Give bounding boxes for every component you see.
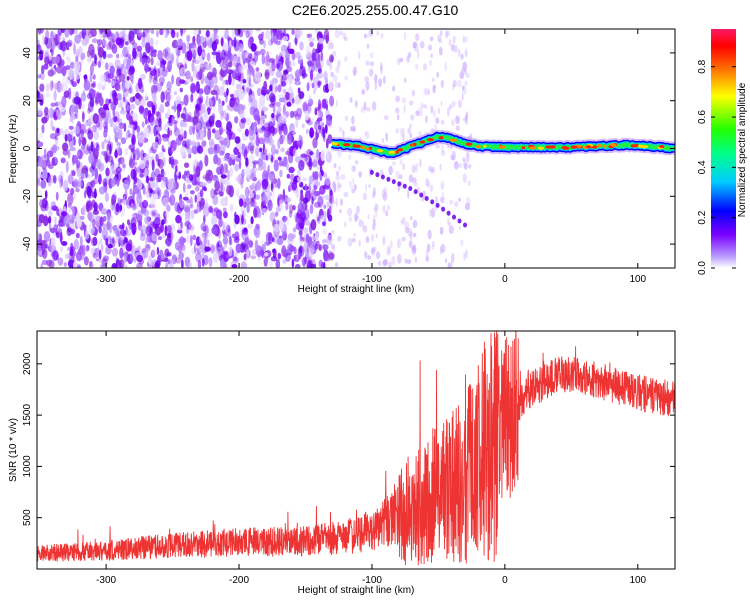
spectrogram-xtick-label: -300: [96, 274, 116, 285]
snr-panel: -300 -200 -100 0 100 500 1000 1500 2000 Height o…: [8, 330, 676, 596]
colorbar-tick-label: 0.2: [697, 210, 708, 224]
colorbar-ticks: 0.0 0.2 0.4 0.6 0.8: [697, 59, 736, 275]
colorbar: 0.0 0.2 0.4 0.6 0.8 Normalized spectral ampl…: [697, 29, 748, 275]
spectrogram-image: [37, 29, 675, 268]
spectrogram-ytick-label: 20: [22, 95, 33, 107]
snr-xtick-label: -200: [229, 575, 249, 586]
spectrogram-xtick-label: -100: [362, 274, 382, 285]
spectrogram-xtick-label: -200: [229, 274, 249, 285]
spectrogram-xtick-label: 0: [502, 274, 508, 285]
colorbar-tick-label: 0.4: [697, 160, 708, 174]
snr-frame: [36, 330, 676, 570]
spectrogram-ytick-label: -20: [22, 189, 33, 204]
colorbar-gradient: [711, 29, 736, 268]
snr-axes: -300 -200 -100 0 100 500 1000 1500 2000: [22, 331, 675, 586]
snr-ylabel: SNR (10 * v/v): [8, 418, 19, 482]
spectrogram-ylabel: Frequency (Hz): [8, 115, 19, 184]
spectrogram-xlabel: Height of straight line (km): [298, 284, 415, 295]
colorbar-label: Normalized spectral amplitude: [737, 82, 748, 217]
snr-xtick-label: 100: [629, 575, 646, 586]
snr-plot-area: [37, 331, 675, 566]
snr-xtick-label: -100: [362, 575, 382, 586]
spectrogram-xtick-label: 100: [629, 274, 646, 285]
colorbar-tick-label: 0.8: [697, 59, 708, 73]
colorbar-tick-label: 0.6: [697, 110, 708, 124]
spectrogram-ytick-label: 40: [22, 47, 33, 59]
snr-ytick-label: 1500: [22, 404, 33, 427]
snr-xtick-label: 0: [502, 575, 508, 586]
snr-xlabel: Height of straight line (km): [298, 585, 415, 596]
figure-title: C2E6.2025.255.00.47.G10: [292, 2, 459, 18]
snr-ytick-label: 500: [22, 509, 33, 526]
spectrogram-ytick-label: -40: [22, 236, 33, 251]
spectrogram-ytick-label: 0: [22, 145, 33, 151]
snr-series-line: [37, 331, 675, 566]
colorbar-tick-label: 0.0: [697, 261, 708, 275]
snr-xtick-label: -300: [96, 575, 116, 586]
snr-ytick-label: 1000: [22, 455, 33, 478]
snr-ytick-label: 2000: [22, 352, 33, 375]
